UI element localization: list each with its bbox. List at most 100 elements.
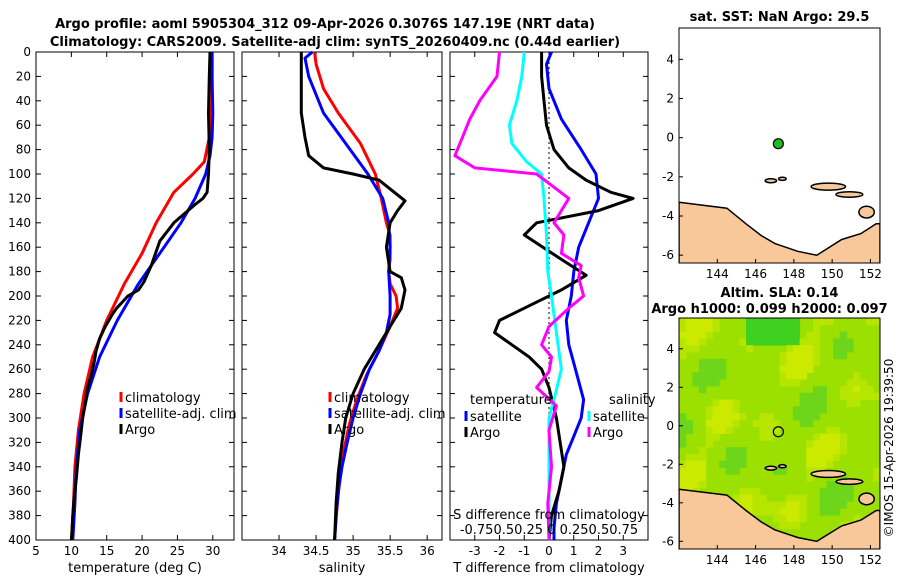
sla-pixel [739, 338, 747, 346]
sla-pixel [813, 392, 821, 401]
sla-pixel [786, 501, 794, 509]
sla-pixel [685, 481, 693, 489]
sla-pixel [839, 392, 847, 401]
y-tick-label: 140 [8, 216, 31, 230]
sla-pixel [839, 433, 847, 441]
sla-pixel [772, 467, 780, 475]
sla-pixel [826, 453, 834, 462]
sla-pixel [826, 447, 834, 455]
sla-pixel [799, 372, 807, 380]
sla-pixel [853, 379, 861, 387]
sla-pixel [792, 351, 801, 360]
sla-pixel [792, 358, 801, 367]
imos-timestamp: ©IMOS 15-Apr-2026 19:39:50 [882, 359, 896, 538]
sla-pixel [799, 351, 807, 360]
y-tick-label: 340 [8, 460, 31, 474]
sla-pixel [759, 331, 767, 339]
island [777, 463, 787, 469]
sla-pixel [679, 413, 687, 421]
sla-pixel [786, 358, 794, 367]
sla-pixel [792, 515, 801, 523]
sla-pixel [699, 460, 707, 468]
sla-pixel [732, 467, 740, 475]
sla-pixel [699, 467, 707, 475]
sla-pixel [719, 413, 727, 421]
sla-pixel [833, 494, 841, 502]
sla-pixel [705, 419, 713, 428]
legend-heading-salinity: salinity [609, 393, 656, 408]
sla-pixel [712, 433, 720, 441]
sla-pixel [772, 426, 780, 434]
y-tick-label: 180 [8, 265, 31, 279]
island [835, 190, 864, 198]
sla-pixel [705, 358, 713, 367]
y-tick-label: 4 [666, 52, 674, 66]
y-tick-label: 80 [16, 143, 31, 157]
series-line-satellite-adj-clim [303, 50, 392, 541]
island [810, 469, 847, 479]
sla-pixel [739, 501, 747, 509]
sla-pixel [779, 351, 787, 360]
sla-pixel [813, 447, 821, 455]
sla-pixel [799, 338, 807, 346]
sla-pixel [685, 426, 693, 434]
sla-pixel [772, 338, 780, 346]
sla-pixel [806, 453, 814, 462]
secondary-tick-labels: -0.750.50.25 0 0.250.50.75 [460, 523, 638, 538]
sla-pixel [705, 413, 713, 421]
sla-pixel [799, 419, 807, 428]
sla-pixel [833, 481, 841, 489]
sla-pixel [806, 392, 814, 401]
sla-pixel [779, 372, 787, 380]
sla-pixel [772, 419, 780, 428]
x-tick-label: 35.5 [377, 544, 404, 558]
series-line-salinity-argo [453, 51, 586, 541]
sla-pixel [705, 379, 713, 387]
sla-pixel [826, 440, 834, 448]
sla-pixel [692, 453, 700, 462]
sla-pixel [746, 501, 754, 509]
island [810, 182, 847, 191]
sla-pixel [806, 474, 814, 482]
sla-pixel [685, 474, 693, 482]
sla-pixel [799, 413, 807, 421]
sla-pixel [705, 433, 713, 441]
sla-pixel [799, 494, 807, 502]
sla-pixel [833, 338, 841, 346]
sla-pixel [799, 406, 807, 414]
sla-pixel [679, 474, 687, 482]
island [835, 478, 864, 486]
sst-map-panel: 144 146 148 150 152 -6 -4 -2 0 2 4 sat. SST: NaN Ar… [662, 10, 882, 281]
sla-pixel [685, 453, 693, 462]
sla-pixel [806, 467, 814, 475]
sla-pixel [719, 399, 727, 407]
sla-pixel [813, 413, 821, 421]
sla-pixel [732, 406, 740, 414]
sla-pixel [853, 399, 861, 407]
y-tick-label: 260 [8, 362, 31, 376]
sla-pixel [792, 494, 801, 502]
sla-pixel [712, 426, 720, 434]
y-tick-label: 400 [8, 533, 31, 547]
sla-pixel [819, 487, 827, 496]
sla-pixel [752, 318, 760, 326]
sla-pixel [813, 460, 821, 468]
sla-pixel [685, 419, 693, 428]
sla-pixel [813, 385, 821, 394]
y-tick-label: -6 [662, 248, 674, 262]
sla-pixel [692, 474, 700, 482]
sla-pixel [813, 345, 821, 353]
sla-pixel [806, 406, 814, 414]
legend-label: satellite [593, 410, 645, 425]
y-tick-label: 280 [8, 387, 31, 401]
x-tick-label: -1 [518, 544, 530, 558]
sla-pixel [819, 501, 827, 509]
argo-position-marker [772, 138, 784, 150]
sla-pixel [692, 460, 700, 468]
sla-pixel [779, 467, 787, 475]
sla-pixel [766, 508, 774, 516]
sla-pixel [732, 413, 740, 421]
sla-pixel [779, 379, 787, 387]
y-tick-label: -4 [662, 209, 674, 223]
legend-label: satellite-adj. clim [334, 407, 446, 422]
